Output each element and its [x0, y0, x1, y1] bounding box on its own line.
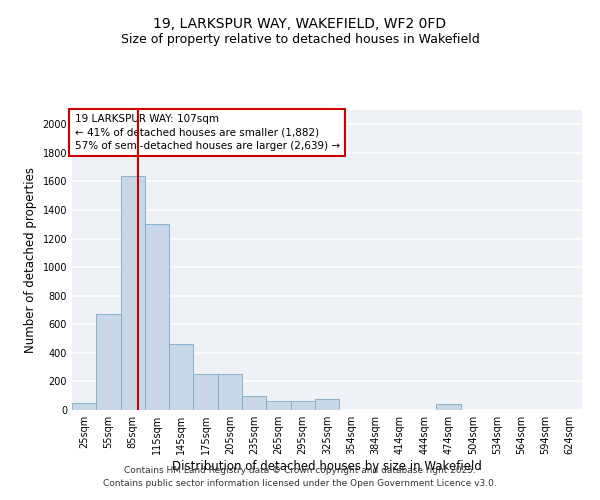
Bar	[145, 224, 169, 410]
Text: Contains HM Land Registry data © Crown copyright and database right 2025.
Contai: Contains HM Land Registry data © Crown c…	[103, 466, 497, 487]
Text: 19, LARKSPUR WAY, WAKEFIELD, WF2 0FD: 19, LARKSPUR WAY, WAKEFIELD, WF2 0FD	[154, 18, 446, 32]
Bar	[290, 400, 315, 410]
Text: Size of property relative to detached houses in Wakefield: Size of property relative to detached ho…	[121, 32, 479, 46]
Bar	[242, 396, 266, 410]
X-axis label: Distribution of detached houses by size in Wakefield: Distribution of detached houses by size …	[172, 460, 482, 473]
Bar	[121, 176, 145, 410]
Bar	[436, 404, 461, 410]
Text: 19 LARKSPUR WAY: 107sqm
← 41% of detached houses are smaller (1,882)
57% of semi: 19 LARKSPUR WAY: 107sqm ← 41% of detache…	[74, 114, 340, 151]
Bar	[169, 344, 193, 410]
Bar	[72, 403, 96, 410]
Bar	[315, 400, 339, 410]
Bar	[218, 374, 242, 410]
Bar	[193, 374, 218, 410]
Bar	[266, 400, 290, 410]
Y-axis label: Number of detached properties: Number of detached properties	[24, 167, 37, 353]
Bar	[96, 314, 121, 410]
